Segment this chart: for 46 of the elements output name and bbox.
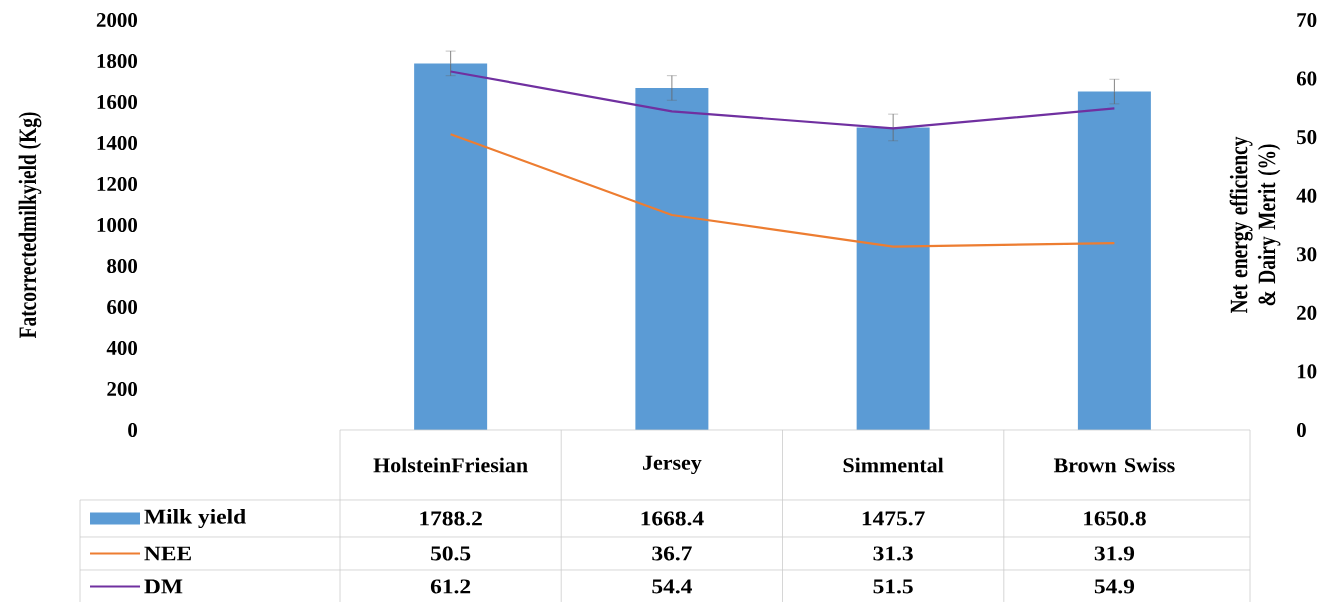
line-series (449, 70, 1116, 130)
y-axis-title: Fatcorrectedmilkyield (Kg) (18, 112, 42, 339)
y2-tick-label: 70 (1297, 12, 1317, 28)
x-tick-label: Brown Swiss (1053, 457, 1175, 473)
y2-tick-label: 0 (1297, 422, 1306, 438)
y-tick-label: 0 (128, 422, 138, 438)
line-series (449, 133, 1116, 248)
y2-tick-label: 30 (1296, 247, 1317, 262)
data-label: 31.9 (1094, 546, 1135, 561)
legend-label: DM (144, 579, 183, 594)
data-label: 31.3 (873, 546, 913, 561)
y2-tick-label: 40 (1296, 188, 1317, 203)
data-label: 54.4 (652, 579, 692, 594)
data-label: 50.5 (431, 546, 471, 561)
bar (414, 63, 488, 430)
bar (1077, 91, 1151, 430)
data-label: 54.9 (1094, 579, 1135, 594)
data-label: 1475.7 (862, 511, 925, 526)
y2-tick-label: 50 (1297, 130, 1317, 145)
y-tick-label: 600 (107, 299, 138, 315)
x-tick-label: HolsteinFriesian (373, 457, 528, 473)
data-label: 36.7 (652, 546, 692, 561)
bar (635, 87, 709, 430)
y2-axis-title: Net energy efficiency & Dairy Merit (%) (1229, 136, 1281, 314)
y-tick-label: 1600 (97, 94, 138, 110)
y2-tick-label: 20 (1297, 305, 1317, 320)
y2-tick-label: 60 (1296, 71, 1317, 86)
y-tick-label: 1400 (97, 135, 138, 151)
data-label: 1788.2 (420, 511, 482, 526)
y-tick-label: 1000 (97, 217, 138, 233)
x-tick-label: Simmental (843, 457, 944, 473)
data-label: 51.5 (873, 579, 913, 594)
data-label: 1668.4 (641, 511, 704, 526)
y2-tick-label: 10 (1297, 364, 1317, 379)
y-tick-label: 400 (106, 340, 138, 356)
data-label: 61.2 (430, 579, 471, 594)
bar (856, 127, 930, 430)
y-tick-label: 2000 (96, 12, 138, 28)
x-tick-label: Jersey (642, 455, 702, 475)
y-tick-label: 1800 (97, 53, 138, 69)
data-label: 1650.8 (1084, 511, 1146, 526)
legend-label: NEE (144, 546, 191, 561)
y-tick-label: 200 (107, 381, 138, 397)
legend-label: Milk yield (144, 508, 246, 528)
y-tick-label: 800 (107, 258, 138, 274)
y-tick-label: 1200 (97, 176, 138, 192)
